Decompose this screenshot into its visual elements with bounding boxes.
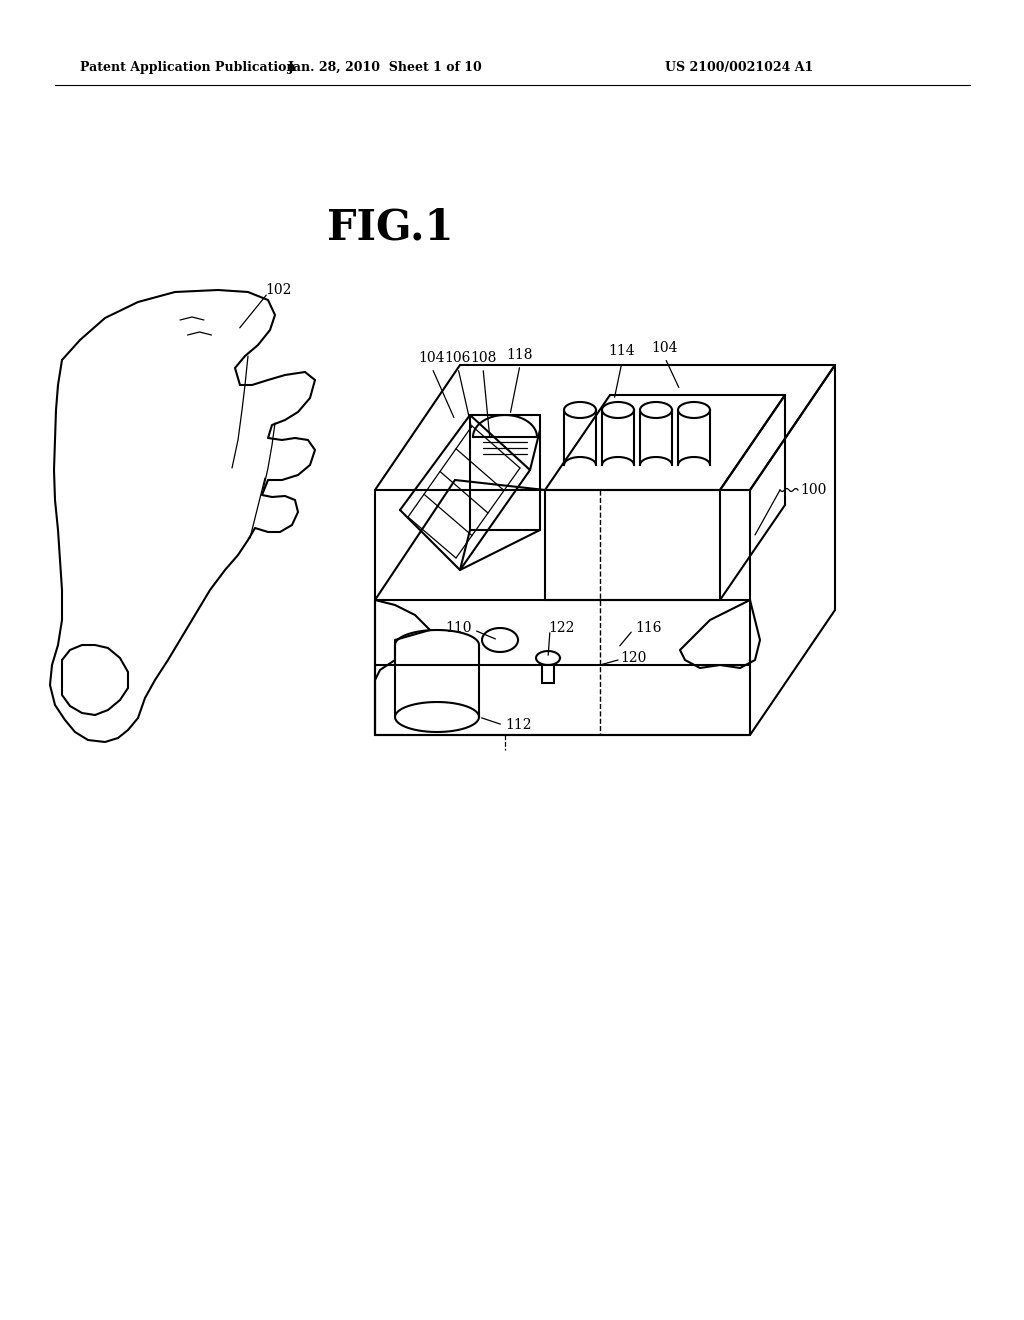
Text: 114: 114	[608, 345, 635, 358]
Text: 118: 118	[507, 348, 534, 362]
Text: 104: 104	[651, 341, 678, 355]
Text: 112: 112	[505, 718, 531, 733]
Text: 122: 122	[548, 620, 574, 635]
Text: 108: 108	[470, 351, 497, 366]
Text: 100: 100	[800, 483, 826, 498]
Text: 116: 116	[635, 620, 662, 635]
Text: FIG.1: FIG.1	[327, 207, 454, 249]
Text: 106: 106	[444, 351, 471, 366]
Text: 104: 104	[419, 351, 445, 366]
Text: Jan. 28, 2010  Sheet 1 of 10: Jan. 28, 2010 Sheet 1 of 10	[288, 62, 482, 74]
Text: Patent Application Publication: Patent Application Publication	[80, 62, 296, 74]
Text: 110: 110	[445, 620, 472, 635]
Text: 120: 120	[620, 651, 646, 665]
Text: 102: 102	[265, 282, 292, 297]
Text: US 2100/0021024 A1: US 2100/0021024 A1	[665, 62, 813, 74]
